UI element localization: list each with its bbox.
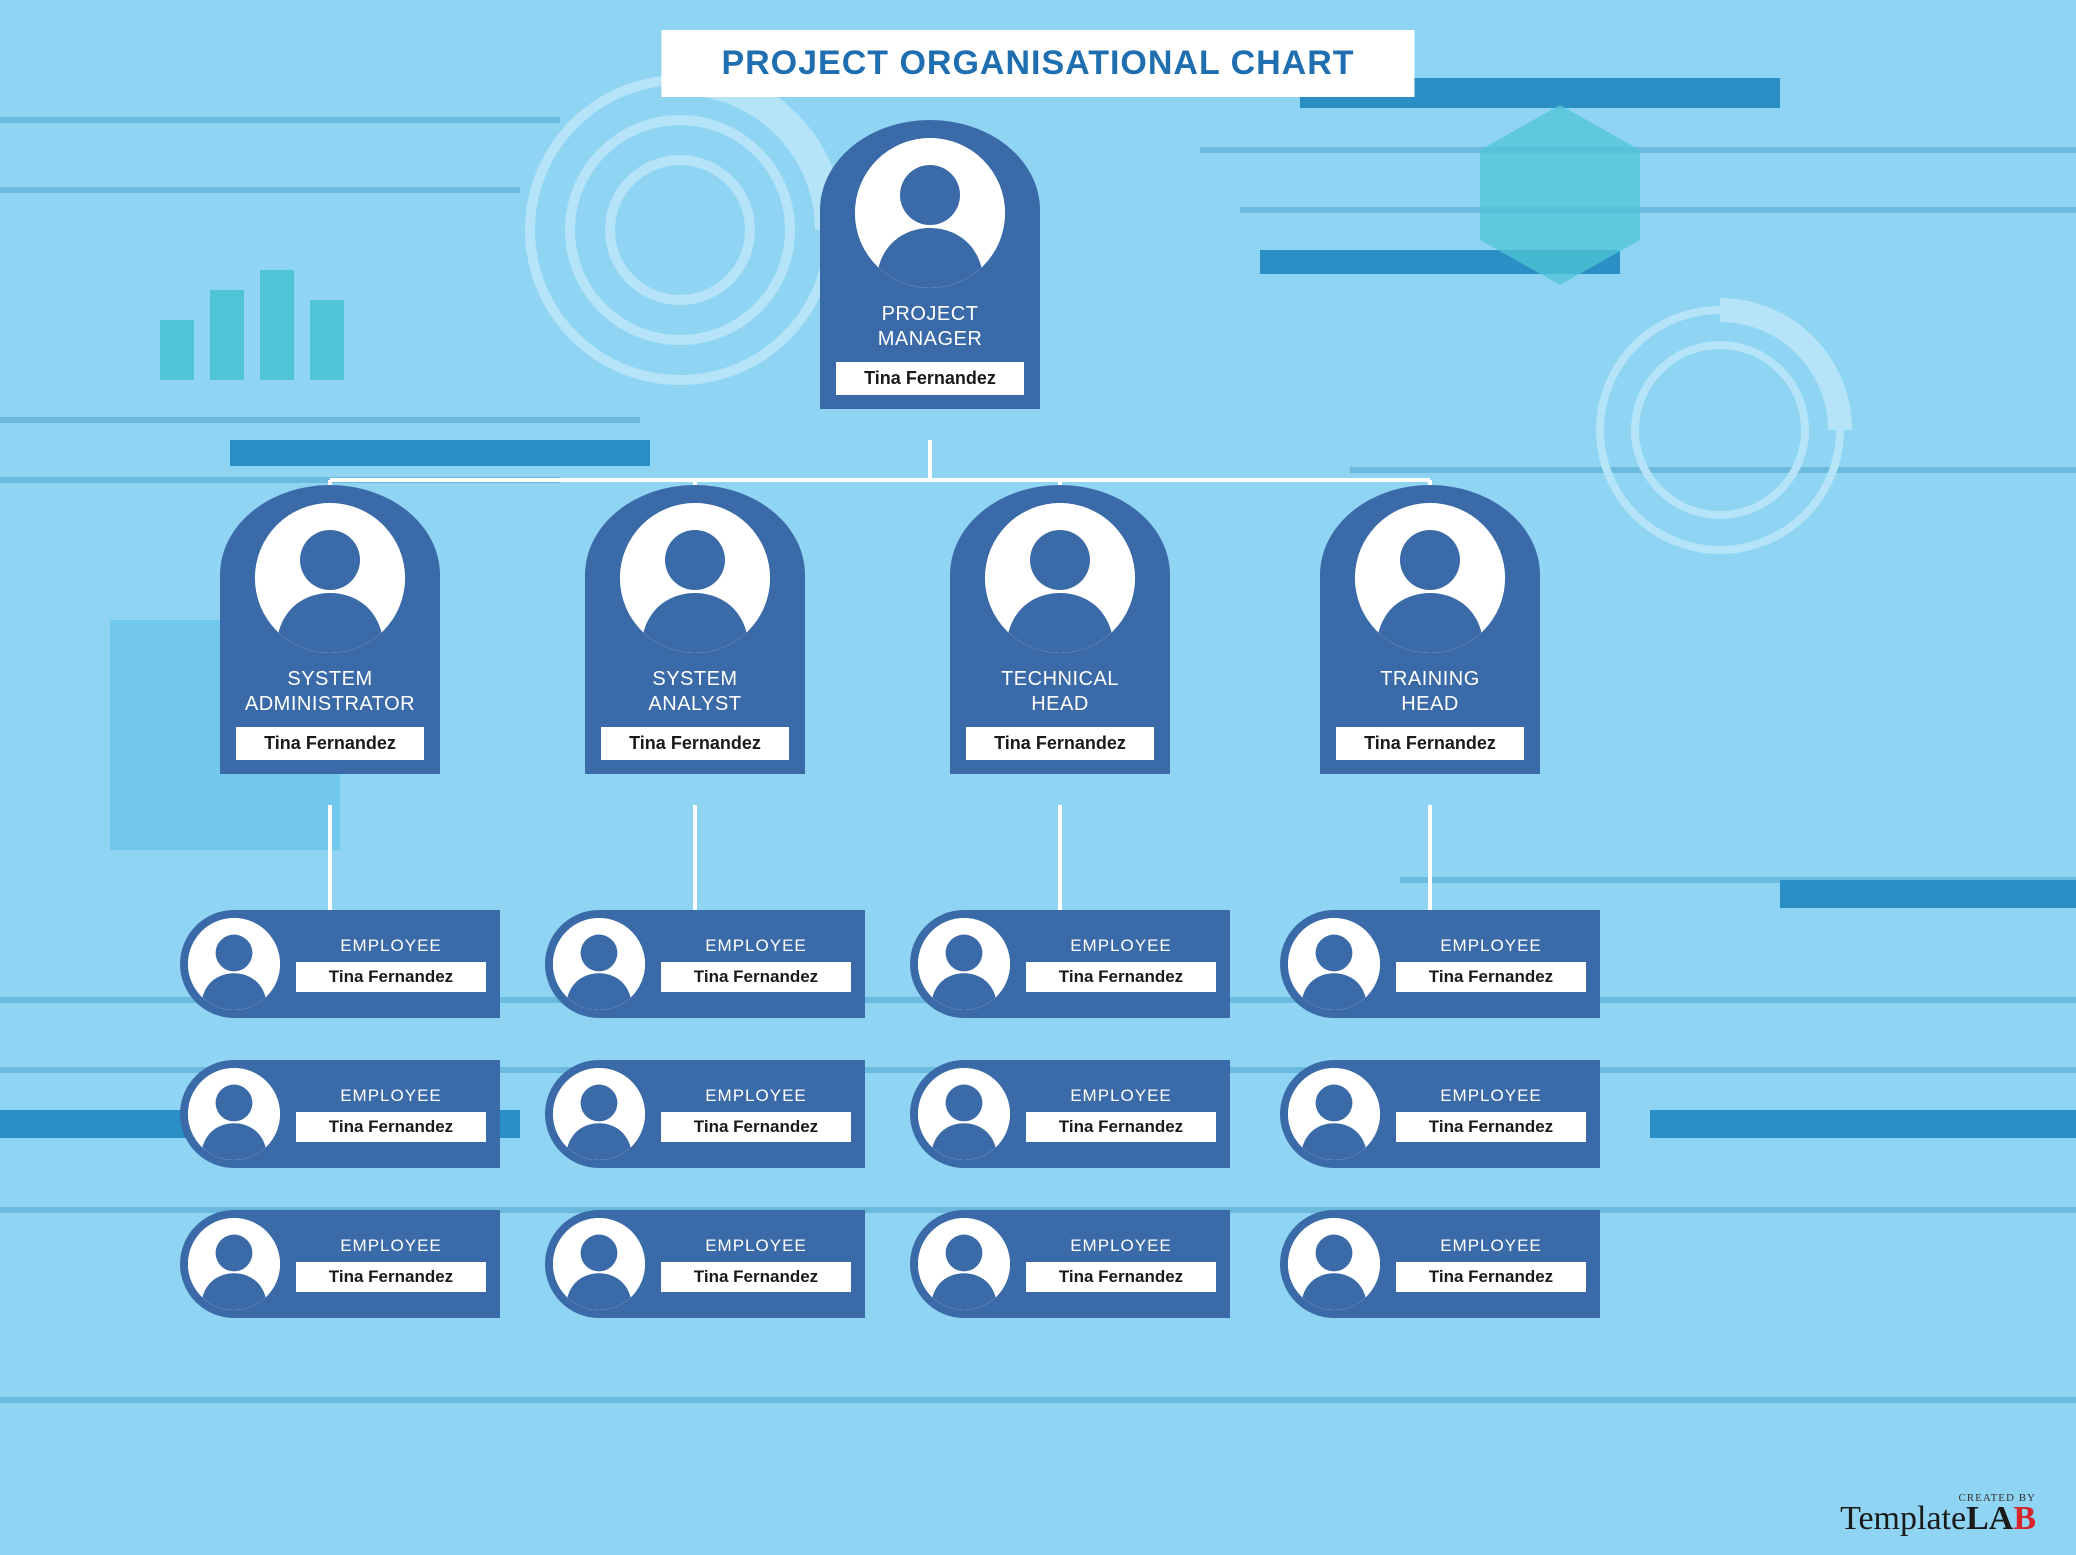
avatar-icon: [1355, 503, 1505, 653]
employee-card-1-2: EMPLOYEE Tina Fernandez: [545, 1210, 865, 1318]
person-name: Tina Fernandez: [1396, 1262, 1586, 1292]
role-label: TRAINING HEAD: [1320, 663, 1540, 727]
org-card-mgr-0: SYSTEM ADMINISTRATOR Tina Fernandez: [220, 485, 440, 774]
avatar-icon: [1288, 918, 1380, 1010]
avatar-icon: [188, 1068, 280, 1160]
person-name: Tina Fernandez: [1336, 727, 1524, 760]
employee-card-2-2: EMPLOYEE Tina Fernandez: [910, 1210, 1230, 1318]
employee-card-3-1: EMPLOYEE Tina Fernandez: [1280, 1060, 1600, 1168]
role-label: EMPLOYEE: [296, 1086, 486, 1106]
avatar-icon: [1288, 1218, 1380, 1310]
role-label: SYSTEM ADMINISTRATOR: [220, 663, 440, 727]
person-name: Tina Fernandez: [1026, 1262, 1216, 1292]
person-name: Tina Fernandez: [966, 727, 1154, 760]
avatar-icon: [855, 138, 1005, 288]
avatar-icon: [553, 1068, 645, 1160]
org-card-mgr-1: SYSTEM ANALYST Tina Fernandez: [585, 485, 805, 774]
org-card-root: PROJECT MANAGER Tina Fernandez: [820, 120, 1040, 409]
person-name: Tina Fernandez: [601, 727, 789, 760]
role-label: EMPLOYEE: [1026, 1086, 1216, 1106]
avatar-icon: [553, 918, 645, 1010]
avatar-icon: [918, 918, 1010, 1010]
person-name: Tina Fernandez: [1396, 962, 1586, 992]
avatar-icon: [188, 1218, 280, 1310]
person-name: Tina Fernandez: [296, 962, 486, 992]
credit-brand-a: Template: [1840, 1500, 1966, 1537]
employee-card-0-2: EMPLOYEE Tina Fernandez: [180, 1210, 500, 1318]
person-name: Tina Fernandez: [296, 1262, 486, 1292]
avatar-icon: [620, 503, 770, 653]
person-name: Tina Fernandez: [236, 727, 424, 760]
employee-card-2-0: EMPLOYEE Tina Fernandez: [910, 910, 1230, 1018]
credit-footer: CREATED BY TemplateLAB: [1840, 1492, 2036, 1535]
role-label: EMPLOYEE: [1396, 1086, 1586, 1106]
avatar-icon: [918, 1068, 1010, 1160]
role-label: EMPLOYEE: [1026, 936, 1216, 956]
avatar-icon: [918, 1218, 1010, 1310]
employee-card-0-0: EMPLOYEE Tina Fernandez: [180, 910, 500, 1018]
role-label: EMPLOYEE: [1026, 1236, 1216, 1256]
role-label: EMPLOYEE: [661, 1236, 851, 1256]
role-label: EMPLOYEE: [661, 936, 851, 956]
person-name: Tina Fernandez: [661, 1262, 851, 1292]
avatar-icon: [188, 918, 280, 1010]
employee-card-3-2: EMPLOYEE Tina Fernandez: [1280, 1210, 1600, 1318]
chart-title: PROJECT ORGANISATIONAL CHART: [661, 30, 1414, 97]
avatar-icon: [985, 503, 1135, 653]
person-name: Tina Fernandez: [1026, 1112, 1216, 1142]
person-name: Tina Fernandez: [661, 962, 851, 992]
role-label: EMPLOYEE: [1396, 1236, 1586, 1256]
role-label: PROJECT MANAGER: [820, 298, 1040, 362]
role-label: EMPLOYEE: [1396, 936, 1586, 956]
person-name: Tina Fernandez: [1396, 1112, 1586, 1142]
person-name: Tina Fernandez: [296, 1112, 486, 1142]
org-card-mgr-3: TRAINING HEAD Tina Fernandez: [1320, 485, 1540, 774]
person-name: Tina Fernandez: [1026, 962, 1216, 992]
employee-card-1-0: EMPLOYEE Tina Fernandez: [545, 910, 865, 1018]
credit-brand-b: LA: [1966, 1500, 2013, 1537]
role-label: EMPLOYEE: [661, 1086, 851, 1106]
employee-card-3-0: EMPLOYEE Tina Fernandez: [1280, 910, 1600, 1018]
avatar-icon: [255, 503, 405, 653]
role-label: EMPLOYEE: [296, 1236, 486, 1256]
employee-card-1-1: EMPLOYEE Tina Fernandez: [545, 1060, 865, 1168]
avatar-icon: [553, 1218, 645, 1310]
person-name: Tina Fernandez: [661, 1112, 851, 1142]
employee-card-0-1: EMPLOYEE Tina Fernandez: [180, 1060, 500, 1168]
role-label: SYSTEM ANALYST: [585, 663, 805, 727]
employee-card-2-1: EMPLOYEE Tina Fernandez: [910, 1060, 1230, 1168]
org-card-mgr-2: TECHNICAL HEAD Tina Fernandez: [950, 485, 1170, 774]
role-label: EMPLOYEE: [296, 936, 486, 956]
avatar-icon: [1288, 1068, 1380, 1160]
role-label: TECHNICAL HEAD: [950, 663, 1170, 727]
person-name: Tina Fernandez: [836, 362, 1024, 395]
chart-title-text: PROJECT ORGANISATIONAL CHART: [721, 44, 1354, 82]
credit-brand-c: B: [2013, 1500, 2036, 1537]
